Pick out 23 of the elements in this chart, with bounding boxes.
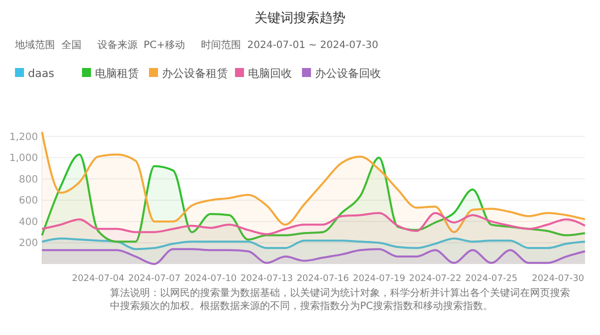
- x-tick-label: 2024-07-22: [409, 274, 462, 284]
- legend-label: 电脑租赁: [95, 67, 139, 80]
- x-tick-label: 2024-07-16: [296, 274, 350, 284]
- text: 算法说明：以网民的搜索量为数据基础，以关键词为统计对象，科学分析并计算出各个关键词在网页搜索中搜索频次的加权。根据数据来源的不同，搜索指数分为PC搜索指数和移动搜索指数。: [110, 287, 570, 312]
- legend-label: daas: [28, 67, 54, 80]
- y-tick-label: 800: [18, 174, 38, 186]
- chart-title: 关键词搜索趋势: [254, 11, 346, 26]
- y-tick-label: 200: [18, 238, 38, 250]
- legend-label: 办公设备回收: [315, 67, 381, 80]
- chart-subtitle: 地域范围 全国 设备来源 PC+移动 时间范围 2024-07-01 ~ 2024-07-30: [14, 39, 378, 51]
- y-tick-label: 600: [18, 196, 38, 207]
- y-tick-label: 400: [18, 216, 38, 228]
- x-tick-label: 2024-07-25: [465, 274, 518, 284]
- legend-label: 电脑回收: [248, 67, 292, 80]
- y-tick-label: 1,200: [9, 132, 38, 143]
- x-tick-label: 2024-07-07: [128, 274, 180, 284]
- x-tick-label: 2024-07-13: [240, 274, 293, 284]
- x-tick-label: 2024-07-04: [72, 274, 125, 284]
- x-tick-label: 2024-07-30: [532, 274, 584, 284]
- y-tick-label: 1,000: [9, 153, 38, 164]
- x-tick-label: 2024-07-19: [352, 274, 406, 284]
- legend-label: 办公设备租赁: [162, 67, 228, 80]
- x-tick-label: 2024-07-10: [184, 274, 237, 284]
